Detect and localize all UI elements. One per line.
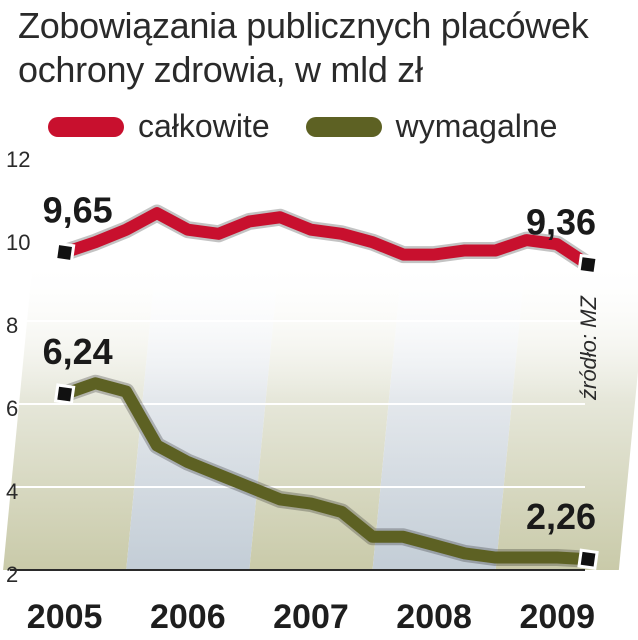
legend-label-calkowite: całkowite (138, 108, 270, 144)
legend-label-wymagalne: wymagalne (395, 108, 558, 144)
x-tick-label: 2009 (519, 598, 595, 636)
legend-item-calkowite: całkowite (48, 108, 270, 145)
y-tick-label: 12 (6, 147, 30, 172)
x-tick-label: 2005 (27, 598, 103, 636)
y-tick-label: 2 (6, 562, 18, 587)
y-tick-label: 4 (6, 479, 18, 504)
year-band (126, 258, 280, 570)
chart-title-line-2: ochrony zdrowia, w mld zł (18, 49, 423, 90)
y-tick-label: 10 (6, 230, 30, 255)
endpoint-marker (53, 383, 76, 405)
y-tick-label: 8 (6, 313, 18, 338)
year-band (249, 258, 403, 570)
legend-swatch-calkowite (48, 116, 124, 137)
series-line-calkowite (58, 207, 595, 271)
endpoint-marker (577, 253, 599, 276)
x-tick-label: 2008 (396, 598, 472, 636)
x-tick-label: 2006 (150, 598, 226, 636)
legend-item-wymagalne: wymagalne (305, 108, 558, 145)
year-band (372, 258, 526, 570)
legend: całkowite wymagalne (48, 108, 593, 145)
year-band (3, 258, 157, 570)
legend-swatch-wymagalne (305, 116, 382, 137)
data-label-start: 9,65 (43, 190, 113, 231)
chart-title: Zobowiązania publicznych placówek ochron… (18, 4, 628, 92)
y-tick-label: 6 (6, 396, 18, 421)
endpoint-marker (577, 548, 599, 570)
data-label-end: 9,36 (526, 202, 596, 243)
x-tick-label: 2007 (273, 598, 349, 636)
chart-title-line-1: Zobowiązania publicznych placówek (18, 5, 589, 46)
year-band (495, 258, 638, 570)
data-label-start: 6,24 (43, 331, 113, 372)
series-line-wymagalne (58, 377, 595, 566)
data-label-end: 2,26 (526, 496, 596, 537)
endpoint-marker (53, 241, 76, 264)
source-label: źródło: MZ (576, 296, 601, 400)
